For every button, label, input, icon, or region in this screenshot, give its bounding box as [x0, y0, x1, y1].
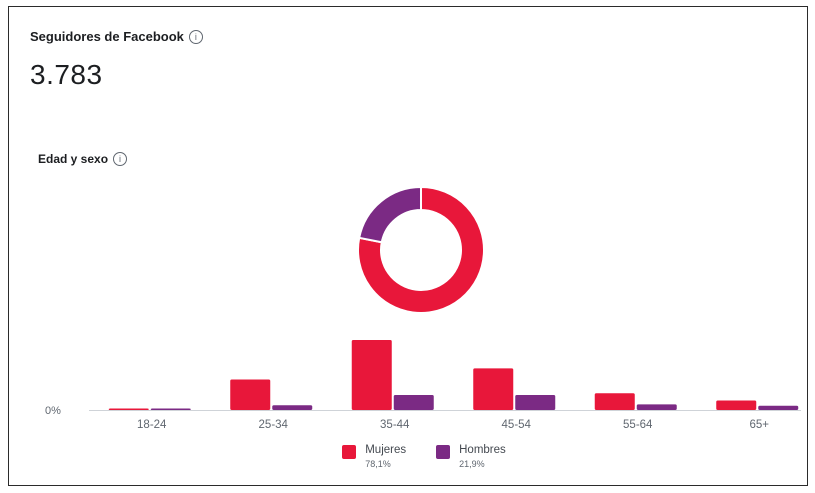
followers-total: 3.783: [30, 59, 103, 90]
y-tick-label: 0%: [45, 405, 61, 417]
bar-hombres-45-54: [515, 394, 556, 410]
x-tick-label: 25-34: [259, 419, 289, 431]
bar-hombres-18-24: [150, 408, 191, 410]
bar-mujeres-65+: [716, 400, 757, 410]
legend-percent: 78,1%: [365, 459, 391, 469]
donut-slice-hombres: [358, 185, 422, 244]
legend-swatch-hombres: [436, 445, 451, 459]
bar-mujeres-55-64: [594, 393, 635, 410]
section-title-row: Edad y sexo i: [38, 152, 128, 166]
legend-label: Mujeres: [365, 444, 407, 456]
bar-mujeres-45-54: [473, 368, 514, 410]
card-title-row: Seguidores de Facebook i: [30, 29, 203, 44]
card-title: Seguidores de Facebook: [30, 29, 184, 44]
legend-item-hombres[interactable]: Hombres 21,9%: [436, 444, 506, 469]
bar-hombres-25-34: [272, 405, 313, 410]
bar-hombres-35-44: [393, 394, 434, 410]
x-tick-label: 18-24: [137, 419, 167, 431]
bar-hombres-65+: [758, 405, 799, 410]
bar-mujeres-18-24: [108, 408, 149, 410]
section-title: Edad y sexo: [38, 152, 109, 166]
info-icon[interactable]: i: [188, 29, 203, 44]
donut-slice-mujeres: [357, 185, 485, 314]
facebook-followers-card: Seguidores de Facebook i 3.783 Edad y se…: [8, 6, 808, 486]
bar-hombres-55-64: [636, 404, 677, 410]
legend-label: Hombres: [459, 444, 506, 456]
age-gender-chart: 0% 18-24 25-34 35-44 45-54 55-64 65+: [45, 185, 801, 431]
chart-legend: Mujeres 78,1% Hombres 21,9%: [9, 444, 809, 469]
x-tick-label: 55-64: [623, 419, 653, 431]
legend-percent: 21,9%: [459, 459, 485, 469]
x-tick-label: 45-54: [502, 419, 532, 431]
bar-mujeres-35-44: [351, 340, 392, 410]
legend-swatch-mujeres: [342, 445, 357, 459]
bar-mujeres-25-34: [230, 379, 271, 410]
x-tick-label: 65+: [749, 419, 769, 431]
legend-item-mujeres[interactable]: Mujeres 78,1%: [342, 444, 406, 469]
x-tick-label: 35-44: [380, 419, 410, 431]
info-icon[interactable]: i: [113, 152, 128, 166]
